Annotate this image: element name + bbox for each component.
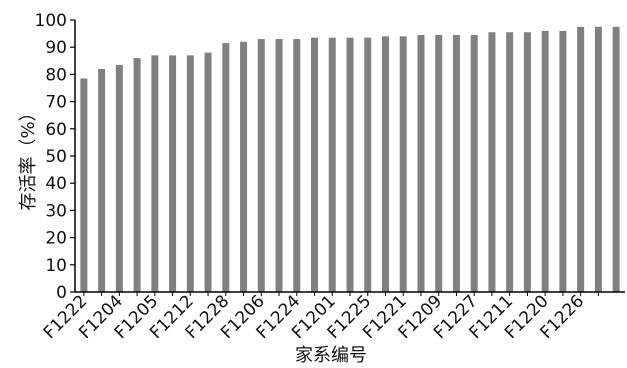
bar xyxy=(240,41,248,293)
y-tick-label: 70 xyxy=(45,93,67,113)
bar xyxy=(346,37,354,293)
y-tick-label: 30 xyxy=(45,201,67,221)
y-ticks-group: 0 10 20 30 40 50 60 70 80 90 100 xyxy=(35,11,75,303)
bar xyxy=(222,43,230,293)
bar xyxy=(364,37,372,293)
y-tick-label: 100 xyxy=(35,11,67,31)
bar xyxy=(470,34,478,293)
y-tick-label: 50 xyxy=(45,147,67,167)
bars-group xyxy=(80,26,620,293)
bar xyxy=(577,26,585,293)
y-tick-label: 80 xyxy=(45,65,67,85)
x-axis-title: 家系编号 xyxy=(295,345,367,366)
bar xyxy=(435,34,443,293)
y-tick-label: 90 xyxy=(45,38,67,58)
y-axis-title: 存活率（%） xyxy=(18,103,39,210)
bar xyxy=(559,30,567,292)
bar xyxy=(488,32,496,293)
x-ticks-group: F1222F1204F1205F1212F1228F1206F1224F1201… xyxy=(40,291,599,343)
bar xyxy=(523,32,531,293)
bar xyxy=(399,36,407,292)
bar xyxy=(151,55,159,292)
bar xyxy=(328,37,336,293)
y-tick-label: 60 xyxy=(45,120,67,140)
bar xyxy=(293,39,301,292)
bar xyxy=(452,34,460,293)
bar xyxy=(612,26,620,293)
y-tick-label: 40 xyxy=(45,174,67,194)
bar xyxy=(186,55,194,292)
bar xyxy=(311,37,319,293)
bar xyxy=(506,32,514,293)
bar xyxy=(275,39,283,292)
bar xyxy=(381,36,389,292)
bar xyxy=(115,64,123,292)
bar xyxy=(417,34,425,293)
bar xyxy=(80,78,88,292)
bar xyxy=(594,26,602,293)
bar xyxy=(204,52,212,292)
y-tick-label: 20 xyxy=(45,229,67,249)
bar xyxy=(133,58,141,292)
bar xyxy=(257,39,265,292)
bar xyxy=(98,68,106,293)
y-tick-label: 0 xyxy=(56,283,67,303)
bar xyxy=(541,30,549,292)
bar xyxy=(169,55,177,292)
y-tick-label: 10 xyxy=(45,256,67,276)
